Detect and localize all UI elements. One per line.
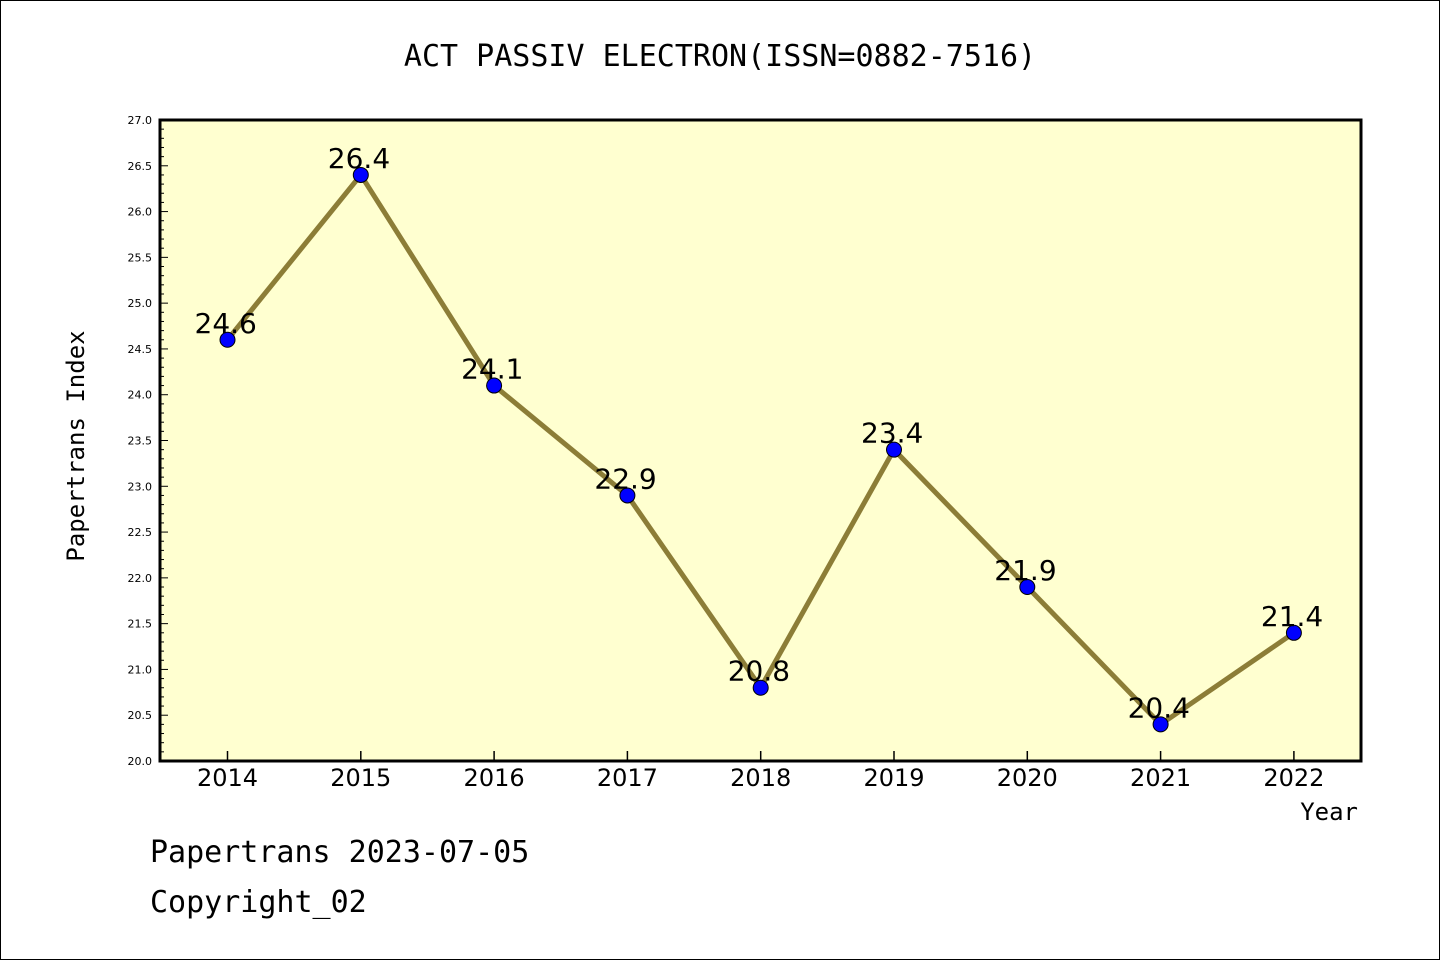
data-point — [1285, 624, 1302, 641]
chart-title: ACT PASSIV ELECTRON(ISSN=0882-7516) — [404, 39, 1036, 74]
x-tick-label: 2022 — [1263, 764, 1324, 792]
y-tick-label: 27.0 — [128, 114, 153, 127]
data-point — [752, 679, 769, 696]
x-tick-label: 2017 — [597, 764, 658, 792]
y-axis: 20.0 20.5 21.0 21.5 22.0 22.5 23.0 23.5 24.0 24.5… — [128, 114, 168, 768]
x-tick-label: 2015 — [330, 764, 391, 792]
data-label: 24.6 — [195, 307, 257, 340]
y-tick-label: 25.0 — [128, 297, 153, 310]
data-point — [352, 166, 369, 183]
y-tick-label: 22.0 — [128, 572, 153, 585]
footer-date-text: Papertrans 2023-07-05 — [150, 835, 530, 870]
data-label: 21.4 — [1261, 600, 1323, 633]
x-tick-label: 2020 — [997, 764, 1058, 792]
footer-copyright-text: Copyright_02 — [150, 885, 367, 920]
data-label: 23.4 — [861, 417, 923, 450]
y-tick-label: 24.0 — [128, 389, 153, 402]
y-tick-label: 20.5 — [128, 709, 153, 722]
data-point — [619, 487, 636, 504]
data-point — [486, 377, 503, 394]
x-tick-label: 2019 — [863, 764, 924, 792]
data-label: 20.8 — [728, 655, 790, 688]
data-point — [219, 331, 236, 348]
x-tick-label: 2021 — [1130, 764, 1191, 792]
y-tick-label: 23.0 — [128, 480, 153, 493]
y-tick-label: 20.0 — [128, 755, 153, 768]
x-axis-label: Year — [1300, 798, 1358, 826]
y-tick-label: 21.0 — [128, 663, 153, 676]
y-tick-label: 21.5 — [128, 618, 153, 631]
y-tick-label: 22.5 — [128, 526, 153, 539]
y-tick-label: 26.0 — [128, 206, 153, 219]
x-tick-label: 2014 — [197, 764, 258, 792]
data-label: 22.9 — [594, 462, 656, 495]
y-tick-label: 23.5 — [128, 435, 153, 448]
x-tick-label: 2016 — [464, 764, 525, 792]
data-labels: 24.6 26.4 24.1 22.9 20.8 23.4 21.9 20.4 21.4 — [195, 142, 1324, 724]
data-label: 26.4 — [328, 142, 390, 175]
data-point — [886, 441, 902, 458]
x-axis: 2014 2015 2016 2017 2018 2019 2020 2021 2022 — [197, 751, 1324, 792]
y-tick-label: 26.5 — [128, 160, 153, 173]
data-points — [219, 166, 1302, 733]
y-tick-label: 25.5 — [128, 251, 153, 264]
plot-area — [158, 118, 1363, 763]
y-tick-label: 24.5 — [128, 343, 153, 356]
data-label: 24.1 — [461, 353, 523, 386]
data-label: 20.4 — [1128, 691, 1190, 724]
y-axis-label: Papertrans Index — [62, 330, 90, 561]
data-point — [1019, 579, 1036, 596]
x-tick-label: 2018 — [730, 764, 791, 792]
data-point — [1152, 716, 1169, 733]
data-label: 21.9 — [994, 554, 1056, 587]
